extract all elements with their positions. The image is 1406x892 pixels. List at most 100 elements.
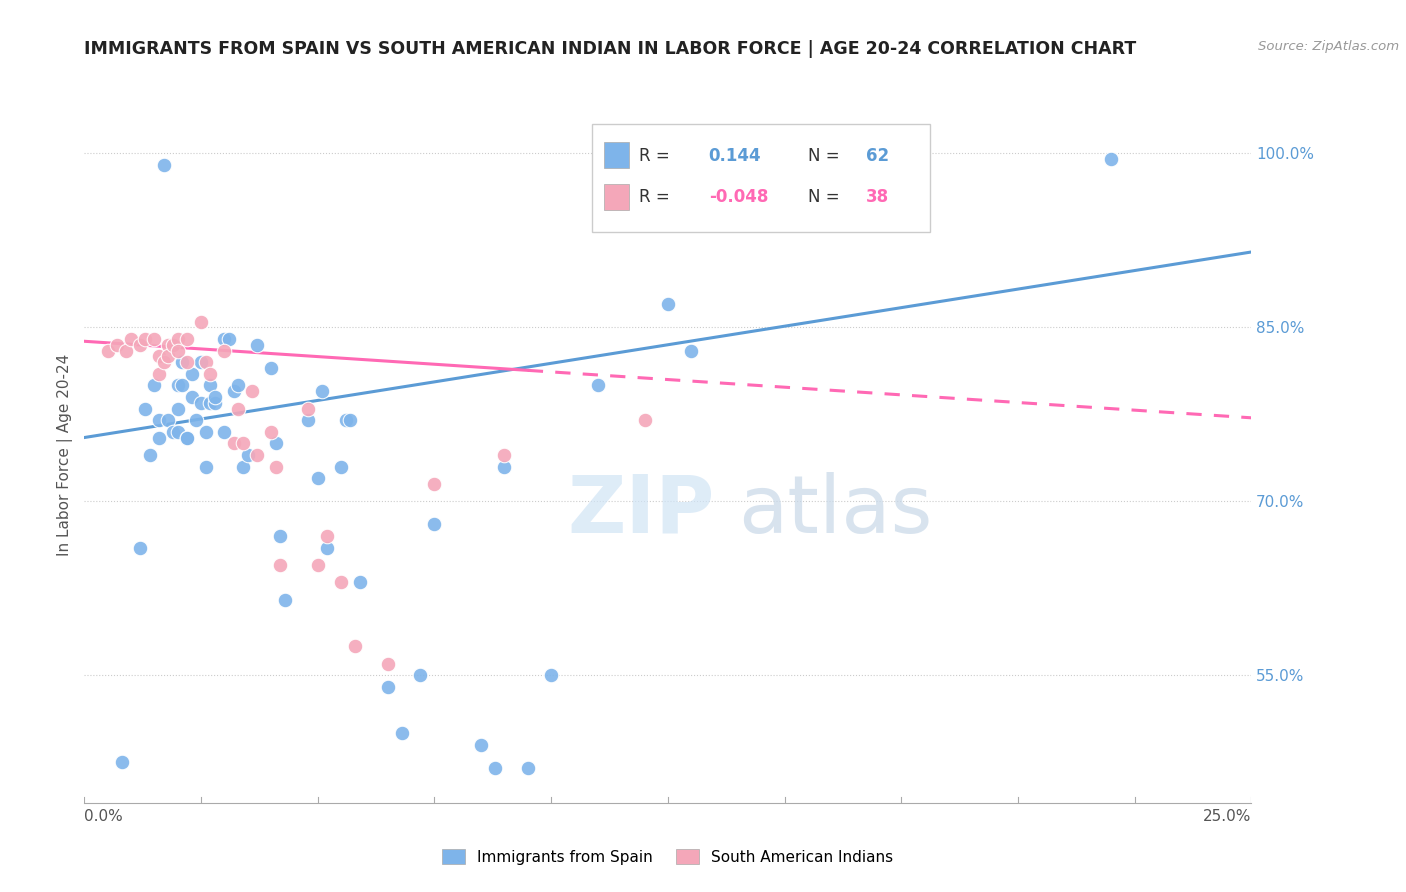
Point xyxy=(307,558,329,573)
Point xyxy=(166,332,188,346)
Point xyxy=(152,355,174,369)
Text: N =: N = xyxy=(808,147,839,165)
Point xyxy=(176,332,198,346)
Text: 0.144: 0.144 xyxy=(709,147,761,165)
Point xyxy=(377,680,399,694)
Point xyxy=(484,761,506,775)
Point xyxy=(200,395,222,409)
FancyBboxPatch shape xyxy=(603,142,630,169)
Point xyxy=(297,413,319,427)
Point xyxy=(194,425,217,439)
Point xyxy=(111,755,134,769)
Point xyxy=(186,413,208,427)
Point xyxy=(391,726,413,740)
Point xyxy=(148,350,170,364)
FancyBboxPatch shape xyxy=(603,184,630,210)
Point xyxy=(204,395,226,409)
Point xyxy=(134,332,156,346)
Point xyxy=(143,332,166,346)
Point xyxy=(269,529,291,543)
Point xyxy=(200,367,222,381)
Point xyxy=(228,378,250,392)
Text: 0.0%: 0.0% xyxy=(84,808,124,823)
Point xyxy=(222,384,245,398)
Point xyxy=(190,355,212,369)
Point xyxy=(307,471,329,485)
Point xyxy=(162,338,184,352)
Text: R =: R = xyxy=(638,147,669,165)
Text: N =: N = xyxy=(808,188,839,206)
Point xyxy=(316,541,339,555)
Point xyxy=(129,338,152,352)
Text: 38: 38 xyxy=(866,188,890,206)
Point xyxy=(377,657,399,671)
Point xyxy=(97,343,120,358)
Point xyxy=(148,367,170,381)
Point xyxy=(148,430,170,444)
Point xyxy=(129,541,152,555)
Point xyxy=(194,355,217,369)
Point xyxy=(269,558,291,573)
Point xyxy=(138,448,160,462)
Point xyxy=(246,448,269,462)
Point xyxy=(190,395,212,409)
Point xyxy=(423,517,446,532)
Point xyxy=(228,401,250,416)
Point xyxy=(232,436,254,450)
Point xyxy=(681,343,703,358)
Point xyxy=(297,401,319,416)
Text: ZIP: ZIP xyxy=(567,472,714,549)
Point xyxy=(409,668,432,682)
Point xyxy=(246,338,269,352)
Point xyxy=(148,413,170,427)
Point xyxy=(586,378,609,392)
Point xyxy=(274,592,297,607)
Point xyxy=(222,436,245,450)
Point xyxy=(1099,152,1122,166)
Point xyxy=(214,425,236,439)
Point xyxy=(218,332,240,346)
Point xyxy=(423,476,446,491)
Point xyxy=(200,378,222,392)
Point xyxy=(204,390,226,404)
Point xyxy=(172,378,194,392)
Point xyxy=(470,738,492,752)
Point xyxy=(172,355,194,369)
Point xyxy=(540,668,562,682)
Text: -0.048: -0.048 xyxy=(709,188,768,206)
Point xyxy=(157,413,180,427)
Text: Source: ZipAtlas.com: Source: ZipAtlas.com xyxy=(1258,40,1399,54)
Point xyxy=(316,529,339,543)
Point xyxy=(214,332,236,346)
Point xyxy=(176,355,198,369)
Point xyxy=(157,350,180,364)
Point xyxy=(242,384,264,398)
Point xyxy=(236,448,259,462)
Point xyxy=(157,338,180,352)
Point xyxy=(166,378,188,392)
Point xyxy=(339,413,361,427)
Point xyxy=(311,384,333,398)
Point xyxy=(190,315,212,329)
Point xyxy=(264,459,287,474)
Point xyxy=(494,448,516,462)
Point xyxy=(194,459,217,474)
Point xyxy=(166,425,188,439)
Point xyxy=(260,361,283,376)
Y-axis label: In Labor Force | Age 20-24: In Labor Force | Age 20-24 xyxy=(58,354,73,556)
Point xyxy=(166,401,188,416)
Point xyxy=(344,640,367,654)
Point xyxy=(264,436,287,450)
Point xyxy=(349,575,371,590)
Point xyxy=(180,390,202,404)
Point xyxy=(797,193,820,207)
Point xyxy=(330,459,353,474)
Text: 62: 62 xyxy=(866,147,890,165)
Point xyxy=(214,343,236,358)
Point xyxy=(176,430,198,444)
Point xyxy=(516,761,538,775)
Point xyxy=(494,459,516,474)
Legend: Immigrants from Spain, South American Indians: Immigrants from Spain, South American In… xyxy=(443,849,893,864)
Point xyxy=(115,343,138,358)
Point xyxy=(162,425,184,439)
